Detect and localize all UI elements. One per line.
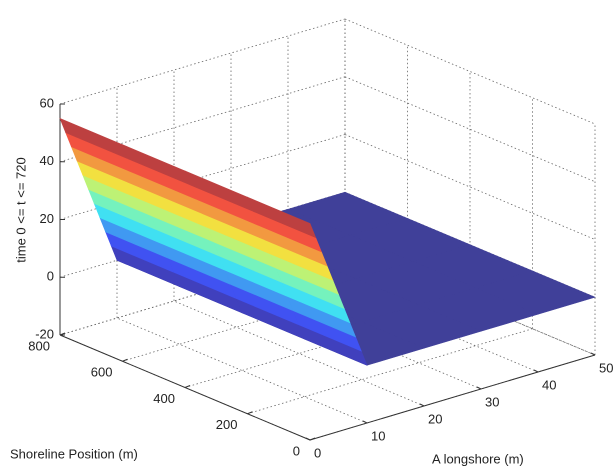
- y-tick-label: 800: [28, 338, 50, 353]
- grid-line: [230, 283, 482, 390]
- grid-line: [287, 266, 539, 373]
- z-tick-label: 20: [40, 211, 54, 226]
- grid-line: [247, 328, 533, 415]
- x-tick-label: 30: [485, 394, 499, 409]
- y-tick: [59, 332, 66, 336]
- y-tick-label: 200: [216, 417, 238, 432]
- grid-line: [344, 18, 596, 125]
- x-tick: [533, 369, 539, 373]
- x-tick: [419, 403, 425, 407]
- x-tick-label: 20: [428, 411, 442, 426]
- x-tick-label: 0: [314, 445, 321, 460]
- z-tick-label: 0: [47, 269, 54, 284]
- y-tick-label: 0: [293, 443, 300, 458]
- y-tick: [309, 437, 316, 441]
- y-tick: [122, 358, 128, 362]
- z-tick-label: 40: [40, 153, 54, 168]
- x-tick-label: 40: [542, 377, 556, 392]
- z-axis-label: time 0 <= t <= 720: [13, 157, 28, 263]
- y-tick-label: 400: [153, 391, 175, 406]
- grid-line: [344, 134, 596, 240]
- x-tick: [590, 352, 596, 356]
- y-axis-label: Shoreline Position (m): [10, 446, 138, 461]
- y-tick-label: 600: [91, 365, 113, 380]
- grid-line: [59, 76, 346, 163]
- x-tick: [476, 386, 482, 390]
- y-tick: [247, 411, 253, 415]
- z-tick-label: -20: [35, 326, 54, 341]
- z-tick-label: 60: [40, 95, 54, 110]
- grid-line: [344, 249, 596, 356]
- grid-line: [116, 317, 368, 424]
- grid-line: [173, 300, 425, 407]
- x-tick-label: 10: [371, 428, 385, 443]
- grid-line: [344, 76, 596, 183]
- y-tick: [184, 385, 191, 388]
- x-tick: [362, 420, 368, 424]
- x-tick: [305, 437, 311, 441]
- x-tick-label: 50: [599, 360, 613, 375]
- grid-line: [59, 134, 346, 220]
- surface-patch: [246, 196, 317, 239]
- grid-line: [59, 18, 346, 105]
- x-axis-label: A longshore (m): [432, 451, 524, 466]
- x-axis: [309, 354, 596, 441]
